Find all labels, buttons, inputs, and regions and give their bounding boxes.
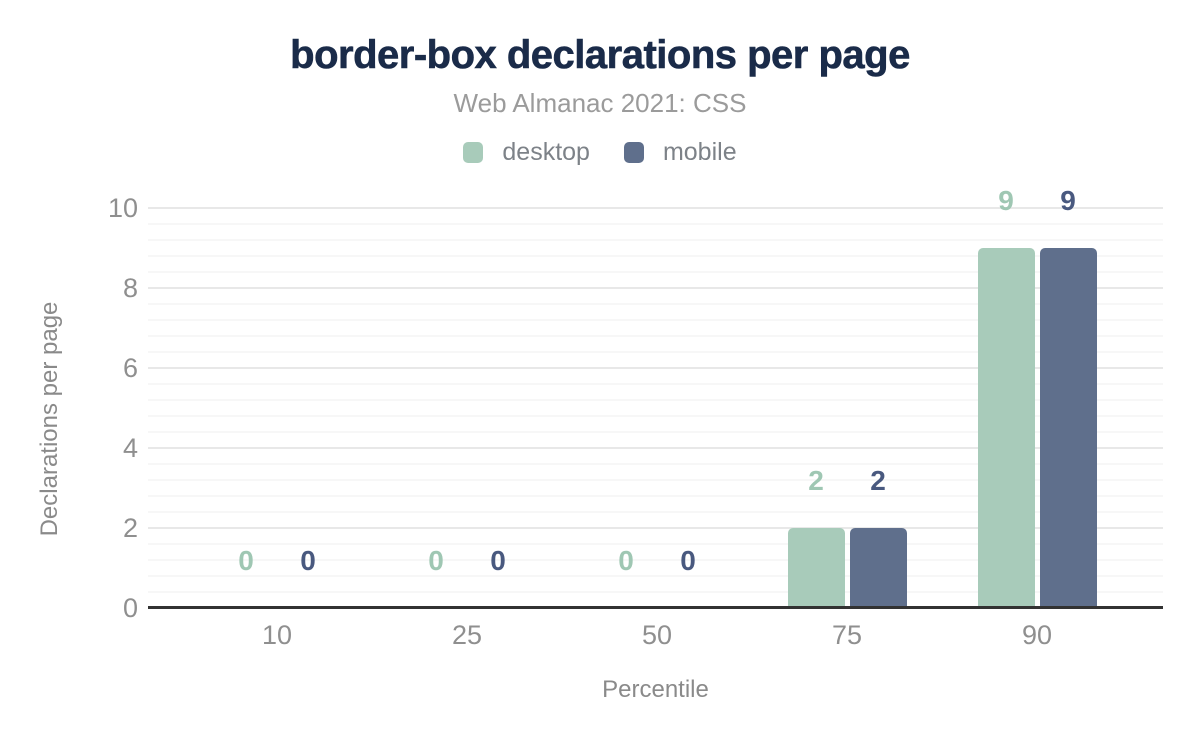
y-axis-tick-label: 2 [122,513,138,543]
minor-gridline [148,399,1163,401]
legend-item-mobile[interactable]: mobile [623,138,737,167]
plot-area: 0 0 0 2 9 0 0 0 2 9 [148,186,1163,608]
data-label-desktop-p75: 2 [808,465,824,496]
bar-mobile-p90[interactable] [1039,248,1097,608]
bar-desktop-p75[interactable] [787,528,845,608]
minor-gridline [148,303,1163,305]
minor-gridline [148,239,1163,241]
data-label-mobile-p90: 9 [1060,185,1076,216]
minor-gridline [148,511,1163,513]
legend-label-mobile: mobile [662,138,737,166]
x-axis-tick-label: 50 [641,620,673,650]
legend-label-desktop: desktop [502,138,590,166]
y-axis-tick-label: 0 [122,593,138,623]
x-axis-tick-label: 25 [451,620,483,650]
y-axis-tick-label: 8 [122,273,138,303]
legend-item-desktop[interactable]: desktop [463,138,590,167]
minor-gridline [148,351,1163,353]
legend-swatch-desktop-icon [463,142,484,163]
data-label-mobile-p25: 0 [490,545,506,576]
x-axis-title: Percentile [602,676,709,703]
major-gridline [148,447,1163,449]
minor-gridline [148,223,1163,225]
data-label-desktop-p90: 9 [998,185,1014,216]
x-axis-tick-label: 90 [1021,620,1053,650]
x-axis-tick-label: 10 [261,620,293,650]
data-label-mobile-p75: 2 [870,465,886,496]
major-gridline [148,527,1163,529]
data-label-mobile-p50: 0 [680,545,696,576]
bar-desktop-p90[interactable] [977,248,1035,608]
bar-mobile-p75[interactable] [849,528,907,608]
major-gridline [148,287,1163,289]
minor-gridline [148,383,1163,385]
x-axis-line [148,606,1163,609]
major-gridline [148,207,1163,209]
minor-gridline [148,463,1163,465]
minor-gridline [148,335,1163,337]
major-gridline [148,367,1163,369]
chart-subtitle: Web Almanac 2021: CSS [453,88,747,118]
chart-title: border-box declarations per page [290,33,911,78]
data-label-desktop-p50: 0 [618,545,634,576]
data-label-desktop-p25: 0 [428,545,444,576]
minor-gridline [148,479,1163,481]
y-axis-tick-label: 4 [122,433,138,463]
minor-gridline [148,319,1163,321]
minor-gridline [148,255,1163,257]
minor-gridline [148,543,1163,545]
minor-gridline [148,495,1163,497]
legend: desktop mobile [0,138,1200,167]
minor-gridline [148,559,1163,561]
y-axis-tick-label: 6 [122,353,138,383]
data-label-mobile-p10: 0 [300,545,316,576]
legend-swatch-mobile-icon [623,142,644,163]
x-axis-tick-label: 75 [831,620,863,650]
y-axis-title: Declarations per page [36,301,63,537]
y-axis-tick-label: 10 [107,193,138,223]
minor-gridline [148,575,1163,577]
minor-gridline [148,431,1163,433]
minor-gridline [148,415,1163,417]
minor-gridline [148,271,1163,273]
minor-gridline [148,591,1163,593]
data-label-desktop-p10: 0 [238,545,254,576]
